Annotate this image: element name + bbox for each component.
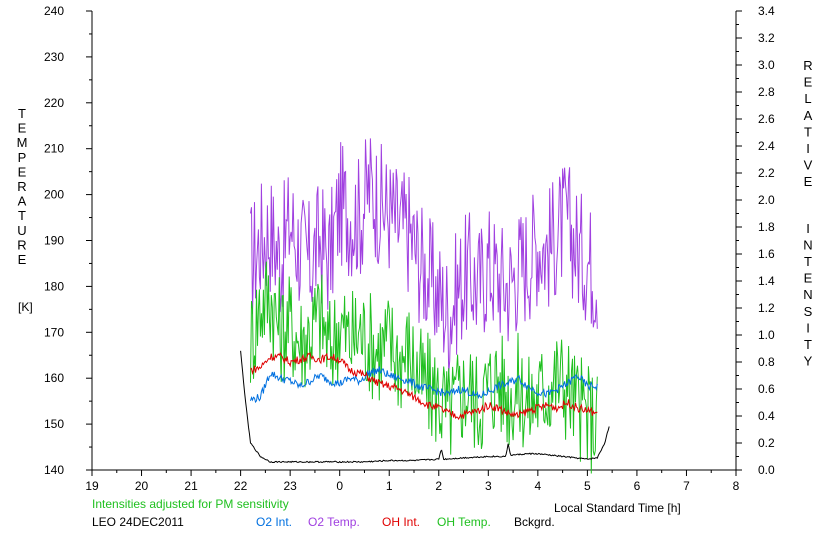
series-line-bckgrd (240, 350, 610, 464)
left-label-letter: E (18, 164, 27, 179)
left-tick-label: 170 (44, 325, 64, 339)
right-label-letter: I (806, 141, 810, 156)
right-tick-label: 1.4 (758, 274, 775, 288)
legend-item: OH Temp. (437, 515, 491, 529)
right-label-letter: A (804, 108, 813, 123)
x-axis-label: Local Standard Time [h] (554, 501, 681, 515)
right-tick-label: 2.2 (758, 166, 775, 180)
left-tick-label: 190 (44, 234, 64, 248)
right-label-letter: N (803, 287, 812, 302)
right-tick-label: 0.2 (758, 436, 775, 450)
x-tick-label: 2 (435, 479, 442, 493)
x-ticks: 19 20 21 22 23 0 1 2 3 4 5 6 7 8 (85, 470, 740, 493)
right-label-letter: S (804, 304, 813, 319)
right-tick-label: 2.0 (758, 193, 775, 207)
left-label-letter: P (18, 150, 27, 165)
right-tick-label: 2.6 (758, 112, 775, 126)
x-tick-label: 7 (683, 479, 690, 493)
left-axis-unit: [K] (18, 300, 33, 314)
left-label-letter: E (18, 252, 27, 267)
x-tick-label: 19 (85, 479, 99, 493)
right-label-letter: L (804, 91, 811, 106)
left-tick-label: 200 (44, 188, 64, 202)
right-label-letter: R (803, 58, 812, 73)
legend-item: OH Int. (382, 515, 420, 529)
right-y-ticks: 3.4 3.2 3.0 2.8 2.6 2.4 2.2 2.0 1.8 1.6 1.4 1.2 1.0 0… (736, 4, 775, 477)
left-label-letter: A (18, 194, 27, 209)
right-label-letter: I (806, 320, 810, 335)
right-tick-label: 2.8 (758, 85, 775, 99)
right-tick-label: 0.6 (758, 382, 775, 396)
right-tick-label: 1.0 (758, 328, 775, 342)
x-tick-label: 5 (584, 479, 591, 493)
right-label-letter: T (804, 254, 812, 269)
right-label-letter: V (804, 158, 813, 173)
legend-item: Bckgrd. (514, 515, 555, 529)
right-label-letter: E (804, 174, 813, 189)
left-label-letter: U (17, 223, 26, 238)
x-tick-label: 21 (184, 479, 198, 493)
right-tick-label: 0.4 (758, 409, 775, 423)
x-tick-label: 20 (135, 479, 149, 493)
right-tick-label: 2.4 (758, 139, 775, 153)
series-line-o2-int (250, 366, 598, 404)
left-y-ticks: 240 230 220 210 200 190 180 170 160 150 140 (44, 4, 92, 477)
left-tick-label: 140 (44, 463, 64, 477)
left-tick-label: 150 (44, 417, 64, 431)
series-layer (240, 138, 610, 474)
left-tick-label: 220 (44, 96, 64, 110)
legend-item: O2 Int. (256, 515, 292, 529)
left-tick-label: 160 (44, 371, 64, 385)
right-label-letter: Y (804, 354, 813, 369)
right-tick-label: 3.0 (758, 58, 775, 72)
x-tick-label: 6 (634, 479, 641, 493)
right-tick-label: 3.4 (758, 4, 775, 18)
x-tick-label: 0 (336, 479, 343, 493)
right-tick-label: 0.0 (758, 463, 775, 477)
series-line-oh-temp (250, 261, 598, 474)
left-label-letter: M (17, 135, 28, 150)
right-label-letter: E (804, 75, 813, 90)
right-label-letter: T (804, 124, 812, 139)
left-tick-label: 210 (44, 142, 64, 156)
right-label-letter: I (806, 221, 810, 236)
left-label-letter: T (18, 106, 26, 121)
left-tick-label: 230 (44, 50, 64, 64)
left-label-letter: E (18, 121, 27, 136)
x-tick-label: 23 (283, 479, 297, 493)
left-label-letter: T (18, 208, 26, 223)
series-line-oh-int (250, 351, 598, 421)
legend: O2 Int. O2 Temp. OH Int. OH Temp. Bckgrd. (256, 515, 555, 529)
right-label-letter: E (804, 271, 813, 286)
right-tick-label: 0.8 (758, 355, 775, 369)
x-tick-label: 22 (234, 479, 248, 493)
series-line-o2-temp (250, 138, 598, 374)
station-label: LEO 24DEC2011 (92, 515, 184, 529)
x-tick-label: 1 (386, 479, 393, 493)
sensitivity-note: Intensities adjusted for PM sensitivity (92, 497, 289, 511)
right-tick-label: 3.2 (758, 31, 775, 45)
left-label-letter: R (17, 179, 26, 194)
left-label-letter: R (17, 237, 26, 252)
x-tick-label: 8 (733, 479, 740, 493)
left-tick-label: 240 (44, 4, 64, 18)
right-tick-label: 1.8 (758, 220, 775, 234)
right-label-letter: T (804, 337, 812, 352)
right-tick-label: 1.2 (758, 301, 775, 315)
x-tick-label: 3 (485, 479, 492, 493)
right-label-letter: N (803, 237, 812, 252)
left-tick-label: 180 (44, 279, 64, 293)
x-tick-label: 4 (535, 479, 542, 493)
right-tick-label: 1.6 (758, 247, 775, 261)
legend-item: O2 Temp. (308, 515, 360, 529)
